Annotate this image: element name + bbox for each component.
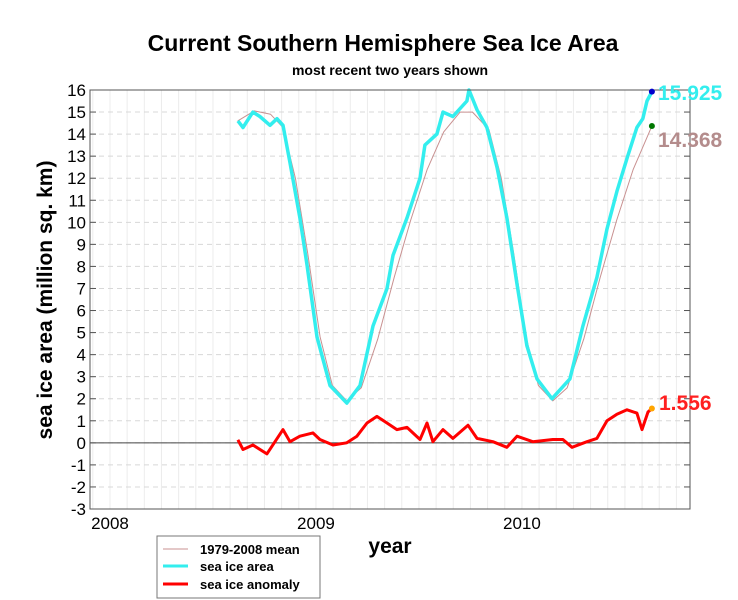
y-tick-label: 1 — [77, 412, 86, 431]
series-group — [236, 88, 654, 456]
series-line-sea-ice-anomaly — [236, 407, 653, 456]
y-tick-label: 5 — [77, 324, 86, 343]
y-tick-label: 10 — [67, 213, 86, 232]
y-tick-label: 7 — [77, 279, 86, 298]
y-tick-label: 11 — [68, 191, 86, 210]
y-tick-label: -2 — [71, 478, 86, 497]
y-tick-label: -1 — [71, 456, 86, 475]
legend: 1979-2008 mean sea ice area sea ice anom… — [156, 535, 321, 599]
plot-frame — [89, 89, 691, 510]
y-tick-label: 13 — [67, 147, 86, 166]
value-label: 15.925 — [658, 82, 723, 105]
endpoint-marker — [648, 405, 655, 412]
grid — [90, 89, 690, 510]
y-tick-label: 9 — [77, 235, 86, 254]
y-tick-label: 12 — [67, 169, 86, 188]
annotations: 15.925 14.368 1.556 — [648, 82, 723, 415]
chart-title: Current Southern Hemisphere Sea Ice Area — [148, 30, 619, 56]
y-tick-label: 16 — [67, 81, 86, 100]
legend-label-mean: 1979-2008 mean — [200, 542, 300, 557]
series-line-1979-2008-mean — [237, 110, 653, 402]
x-tick-label: 2010 — [503, 514, 541, 533]
series-line-sea-ice-area — [236, 88, 654, 405]
y-tick-label: 15 — [67, 103, 86, 122]
x-tick-label: 2008 — [91, 514, 129, 533]
chart-subtitle: most recent two years shown — [292, 62, 488, 78]
y-tick-label: 6 — [77, 302, 86, 321]
legend-label-area: sea ice area — [200, 559, 275, 574]
endpoint-marker — [648, 88, 655, 95]
x-axis-label: year — [368, 535, 411, 558]
value-label: 1.556 — [659, 392, 712, 415]
x-tick-label: 2009 — [297, 514, 335, 533]
y-tick-label: 14 — [67, 125, 86, 144]
y-tick-label: 3 — [77, 368, 86, 387]
y-tick-label: 0 — [77, 434, 86, 453]
endpoint-marker — [648, 122, 655, 129]
legend-label-anomaly: sea ice anomaly — [200, 577, 300, 592]
y-tick-label: 4 — [77, 346, 86, 365]
y-tick-label: 2 — [77, 390, 86, 409]
y-tick-label: 8 — [77, 257, 86, 276]
y-tick-label: -3 — [71, 500, 86, 519]
value-label: 14.368 — [658, 129, 723, 152]
y-axis-label: sea ice area (million sq. km) — [34, 161, 57, 440]
